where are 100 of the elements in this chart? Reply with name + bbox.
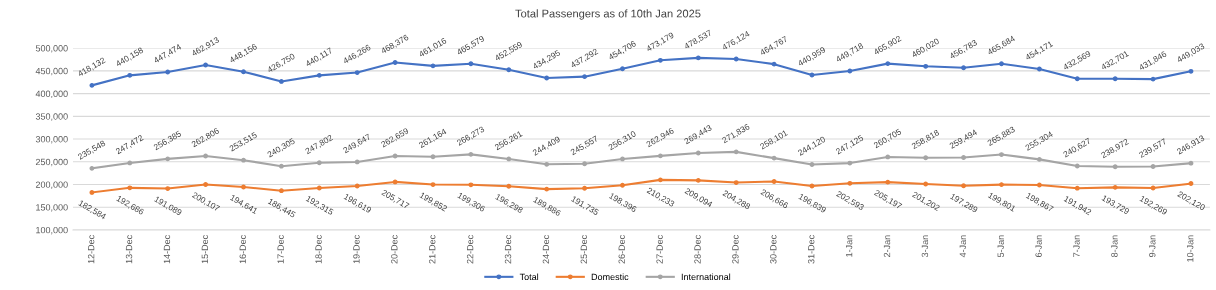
point — [885, 179, 891, 185]
x-tick-label: 4-Jan — [959, 235, 966, 258]
point — [1188, 181, 1194, 186]
point — [923, 63, 929, 69]
legend-label: Domestic — [591, 273, 629, 281]
point — [127, 185, 133, 191]
x-tick-label: 17-Dec — [277, 235, 284, 264]
point — [695, 55, 701, 61]
point — [430, 182, 436, 188]
point — [165, 69, 171, 75]
point — [771, 155, 777, 161]
point — [203, 62, 209, 68]
point — [316, 72, 322, 78]
y-tick-label: 150,000 — [36, 204, 68, 212]
point — [392, 153, 398, 159]
point — [582, 161, 588, 167]
point — [961, 155, 967, 160]
point — [127, 72, 133, 78]
point — [733, 56, 739, 62]
legend-label: International — [681, 273, 731, 281]
point — [1074, 163, 1080, 169]
point — [847, 180, 853, 186]
point — [89, 189, 95, 195]
x-tick-label: 9-Jan — [1149, 235, 1156, 257]
point — [847, 160, 853, 166]
x-tick-label: 30-Dec — [770, 235, 777, 264]
point — [468, 151, 474, 157]
point — [127, 160, 133, 166]
point — [1074, 76, 1080, 82]
x-tick-label: 22-Dec — [466, 235, 474, 264]
point — [657, 153, 663, 159]
point — [544, 75, 550, 81]
y-tick-label: 250,000 — [35, 158, 68, 167]
point — [771, 61, 777, 67]
point — [278, 188, 284, 194]
point — [203, 182, 209, 187]
point — [582, 185, 588, 191]
x-tick-label: 5-Jan — [997, 235, 1004, 258]
point — [241, 69, 246, 75]
point — [620, 182, 625, 188]
point — [316, 185, 322, 191]
point — [847, 68, 853, 74]
x-tick-label: 20-Dec — [391, 235, 398, 264]
x-tick-label: 21-Dec — [429, 235, 436, 264]
point — [468, 182, 474, 188]
point — [392, 179, 398, 185]
point — [809, 162, 815, 167]
y-tick-label: 200,000 — [35, 181, 68, 189]
point — [278, 79, 284, 84]
y-tick-label: 350,000 — [35, 113, 68, 121]
point — [544, 186, 550, 192]
point — [392, 60, 398, 65]
point — [999, 61, 1004, 67]
y-tick-label: 450,000 — [35, 67, 68, 76]
point — [544, 161, 550, 167]
y-tick-label: 500,000 — [35, 45, 68, 53]
y-tick-label: 100,000 — [36, 226, 68, 235]
point — [620, 156, 625, 162]
x-tick-label: 13-Dec — [125, 235, 133, 264]
x-tick-label: 3-Jan — [921, 235, 929, 258]
x-tick-label: 15-Dec — [201, 235, 209, 264]
x-tick-label: 16-Dec — [239, 235, 246, 264]
point — [165, 156, 171, 162]
y-tick-label: 300,000 — [35, 136, 68, 144]
point — [809, 183, 815, 189]
point — [354, 159, 360, 165]
point — [468, 61, 474, 67]
point — [430, 63, 436, 69]
x-tick-label: 1-Jan — [846, 235, 853, 257]
point — [316, 160, 322, 166]
point — [354, 70, 360, 75]
point — [923, 155, 929, 161]
point — [1112, 164, 1118, 170]
point — [1188, 160, 1194, 166]
point — [1150, 185, 1156, 191]
x-tick-label: 12-Dec — [87, 235, 95, 264]
x-tick-label: 7-Jan — [1073, 235, 1080, 257]
point — [620, 66, 625, 72]
point — [657, 177, 663, 183]
x-tick-label: 31-Dec — [808, 235, 815, 264]
y-tick-label: 400,000 — [35, 90, 68, 99]
x-tick-label: 18-Dec — [315, 235, 322, 264]
point — [695, 150, 701, 156]
x-tick-label: 29-Dec — [732, 235, 739, 264]
point — [885, 154, 891, 160]
point — [961, 183, 967, 189]
x-tick-label: 23-Dec — [504, 235, 512, 264]
point — [430, 154, 436, 160]
point — [809, 72, 815, 78]
point — [506, 156, 512, 162]
point — [1150, 76, 1156, 82]
point — [1188, 68, 1194, 74]
point — [961, 65, 967, 71]
point — [657, 57, 663, 63]
x-tick-label: 19-Dec — [353, 235, 360, 264]
x-tick-label: 6-Jan — [1035, 235, 1042, 257]
point — [1150, 164, 1156, 169]
point — [582, 74, 588, 80]
x-tick-label: 25-Dec — [580, 235, 588, 264]
point — [771, 179, 777, 184]
